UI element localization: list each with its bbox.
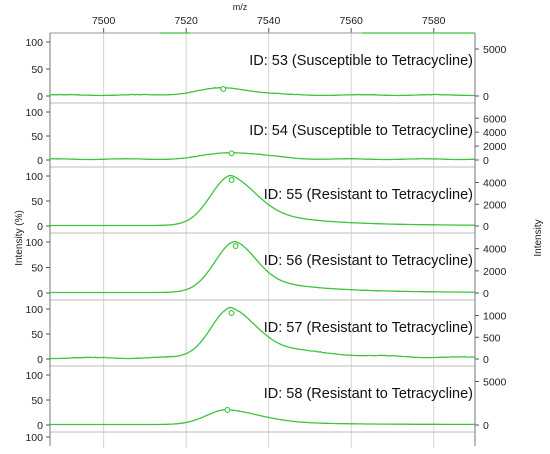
left-tick-label: 50 — [31, 131, 43, 143]
spectrum-annotation: ID: 57 (Resistant to Tetracycline) — [264, 320, 473, 336]
spectrum-line — [50, 408, 475, 426]
right-tick-label: 0 — [483, 354, 489, 366]
right-tick-label: 4000 — [483, 244, 507, 256]
left-tick-label: 100 — [25, 237, 43, 249]
spectrum-line — [50, 240, 475, 294]
series-layer — [50, 32, 476, 426]
spectrum-line — [50, 152, 476, 161]
left-tick-label: 100 — [25, 107, 43, 119]
right-tick-label: 500 — [483, 332, 501, 344]
x-tick-label: 7540 — [257, 15, 281, 27]
spectrum-line — [50, 174, 475, 227]
right-tick-label: 0 — [483, 221, 489, 233]
left-tick-label: 50 — [31, 64, 43, 76]
left-tick-label: 50 — [31, 196, 43, 208]
x-axis-title: m/z — [233, 2, 248, 12]
right-tick-label: 0 — [483, 155, 489, 167]
spectrum-annotation: ID: 53 (Susceptible to Tetracycline) — [249, 53, 473, 69]
left-tick-label: 0 — [37, 91, 43, 103]
left-tick-label: 0 — [37, 354, 43, 366]
right-tick-label: 2000 — [483, 266, 507, 278]
peak-marker — [220, 86, 227, 92]
right-tick-label: 0 — [483, 420, 489, 432]
right-tick-label: 0 — [483, 288, 489, 300]
spectrum-annotation: ID: 58 (Resistant to Tetracycline) — [264, 386, 473, 402]
right-tick-label: 5000 — [483, 44, 507, 56]
left-tick-label: 50 — [31, 395, 43, 407]
right-tick-label: 4000 — [483, 178, 507, 190]
left-tick-label: 100 — [25, 171, 43, 183]
peak-marker — [228, 150, 235, 157]
right-tick-label: 2000 — [483, 199, 507, 211]
right-tick-label: 6000 — [483, 113, 507, 125]
spectrum-annotation: ID: 56 (Resistant to Tetracycline) — [264, 253, 473, 269]
left-tick-label: 100 — [25, 432, 43, 444]
y-axis-title-right: Intensity — [533, 219, 544, 256]
left-tick-label: 0 — [37, 288, 43, 300]
right-tick-label: 0 — [483, 91, 489, 103]
peak-marker — [224, 407, 231, 413]
spectrum-line — [50, 306, 476, 360]
grid-layer — [50, 33, 475, 448]
left-tick-label: 0 — [37, 420, 43, 432]
left-tick-label: 100 — [25, 304, 43, 316]
left-tick-label: 50 — [31, 329, 43, 341]
x-tick-label: 7560 — [340, 15, 364, 27]
right-tick-label: 2000 — [483, 141, 507, 153]
x-tick-label: 7520 — [174, 15, 198, 27]
peak-marker — [232, 243, 239, 249]
left-tick-label: 0 — [37, 155, 43, 167]
left-tick-label: 0 — [37, 221, 43, 233]
left-tick-label: 100 — [25, 37, 43, 49]
spectrum-annotation: ID: 55 (Resistant to Tetracycline) — [264, 187, 473, 203]
y-axis-title-left: Intensity (%) — [14, 210, 25, 266]
right-tick-label: 5000 — [483, 377, 507, 389]
peak-marker — [228, 177, 235, 183]
spectrum-annotation: ID: 54 (Susceptible to Tetracycline) — [249, 123, 473, 139]
spectrum-line — [50, 86, 476, 97]
x-tick-label: 7580 — [422, 15, 446, 27]
left-tick-label: 100 — [25, 370, 43, 382]
x-tick-label: 7500 — [92, 15, 116, 27]
left-tick-label: 50 — [31, 263, 43, 275]
peak-marker — [228, 310, 235, 316]
axes-layer — [46, 28, 479, 446]
right-tick-label: 1000 — [483, 311, 507, 323]
right-tick-label: 4000 — [483, 127, 507, 139]
